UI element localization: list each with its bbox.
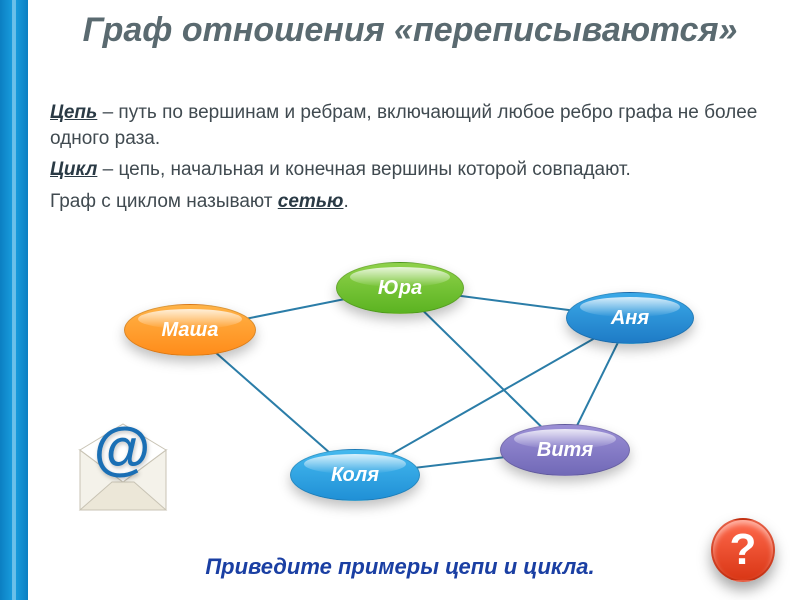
network-definition: Граф с циклом называют сетью. [50, 189, 770, 215]
slide-title: Граф отношения «переписываются» [40, 10, 780, 51]
node-kolya: Коля [290, 449, 420, 501]
node-masha: Маша [124, 304, 256, 356]
left-decor-bar [0, 0, 28, 600]
cycle-text: – цепь, начальная и конечная вершины кот… [97, 159, 630, 180]
cycle-definition: Цикл – цепь, начальная и конечная вершин… [50, 157, 770, 183]
prompt-text: Приведите примеры цепи и цикла. [0, 554, 800, 580]
node-label-yura: Юра [378, 277, 422, 300]
email-icon-svg: @ [70, 420, 190, 530]
slide: Граф отношения «переписываются» Цепь – п… [0, 0, 800, 600]
svg-text:@: @ [94, 420, 151, 481]
network-term: сетью [278, 191, 344, 212]
chain-definition: Цепь – путь по вершинам и ребрам, включа… [50, 100, 770, 151]
email-at-icon: @ [70, 420, 190, 530]
help-badge[interactable]: ? [711, 518, 775, 582]
chain-text: – путь по вершинам и ребрам, включающий … [50, 102, 757, 149]
question-mark-icon: ? [730, 525, 757, 575]
definitions-block: Цепь – путь по вершинам и ребрам, включа… [50, 100, 770, 221]
left-bar-highlight [12, 0, 16, 600]
node-label-masha: Маша [162, 319, 219, 342]
node-anya: Аня [566, 292, 694, 344]
node-vitya: Витя [500, 424, 630, 476]
network-prefix: Граф с циклом называют [50, 191, 278, 212]
node-label-kolya: Коля [331, 464, 379, 487]
cycle-term: Цикл [50, 159, 97, 180]
network-suffix: . [344, 191, 349, 212]
node-label-anya: Аня [611, 307, 649, 330]
chain-term: Цепь [50, 102, 97, 123]
node-yura: Юра [336, 262, 464, 314]
node-label-vitya: Витя [537, 439, 593, 462]
